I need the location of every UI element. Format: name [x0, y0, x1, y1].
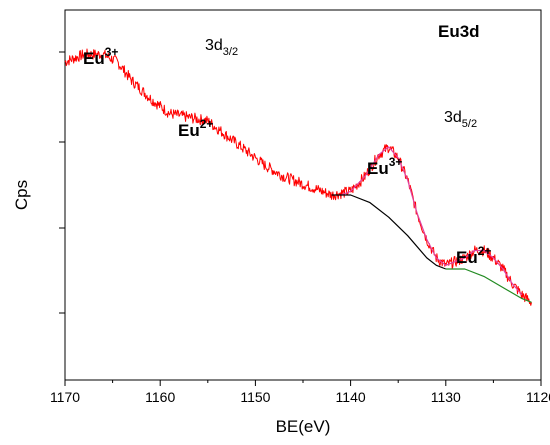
x-axis-title: BE(eV) — [276, 417, 331, 436]
x-tick-label: 1120 — [526, 389, 550, 405]
series-line-1 — [340, 146, 523, 296]
x-ticks: 1170 1160 1150 1140 1130 1120 — [50, 380, 550, 405]
plot-frame — [64, 9, 542, 381]
annotation-eu3d: Eu3d — [438, 22, 480, 41]
y-axis-title: Cps — [12, 180, 31, 210]
annotation-eu3-left: Eu3+ — [83, 45, 118, 68]
annotation-3d32: 3d3/2 — [205, 37, 238, 58]
series-group — [64, 48, 532, 306]
x-tick-label: 1140 — [336, 389, 366, 405]
annotation-3d52: 3d5/2 — [444, 109, 477, 130]
annotation-eu2-right: Eu2+ — [456, 244, 491, 267]
series-line-2 — [331, 194, 447, 270]
x-tick-label: 1170 — [50, 389, 80, 405]
x-tick-label: 1150 — [240, 389, 270, 405]
annotation-eu2-left: Eu2+ — [178, 117, 213, 140]
series-line-3 — [445, 268, 532, 303]
series-line-0 — [64, 48, 532, 306]
y-ticks — [59, 51, 65, 314]
x-tick-label: 1130 — [431, 389, 461, 405]
annotation-eu3-right: Eu3+ — [367, 155, 402, 178]
x-tick-label: 1160 — [145, 389, 175, 405]
